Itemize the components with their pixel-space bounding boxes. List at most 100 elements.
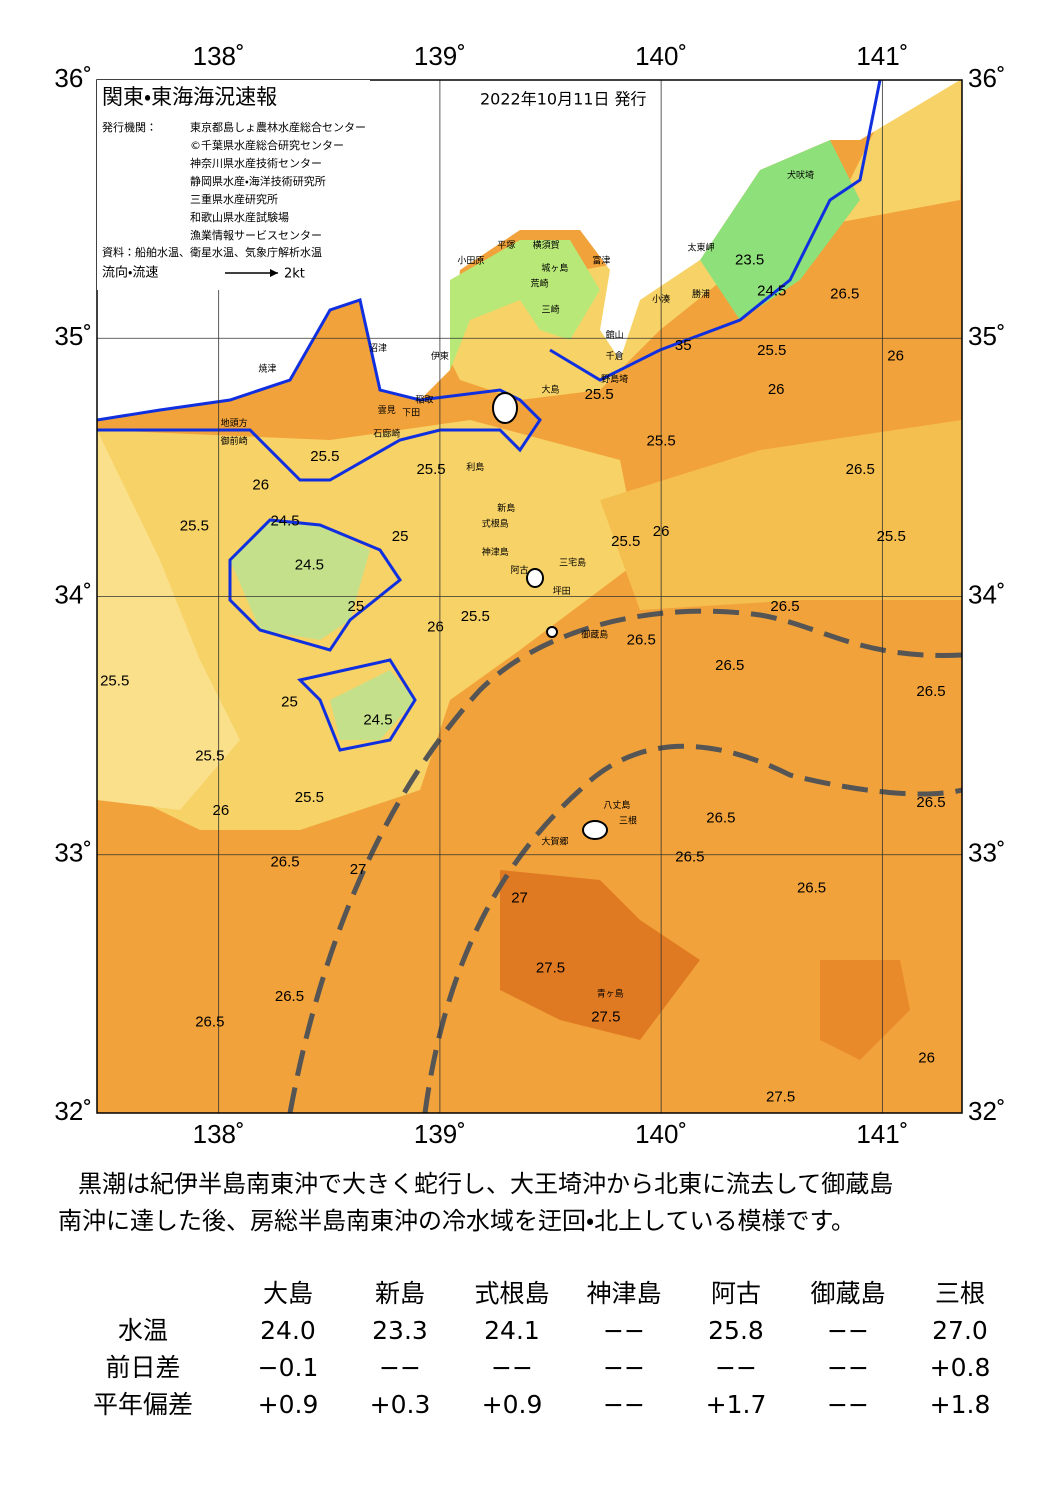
issuer: 神奈川県水産技術センター bbox=[190, 156, 322, 170]
lat-label-left: 33˚ bbox=[54, 838, 92, 868]
contour-label: 25 bbox=[392, 528, 409, 545]
contour-label: 26 bbox=[653, 523, 670, 540]
place-name: 三宅島 bbox=[559, 556, 586, 568]
table-cell: 23.3 bbox=[372, 1316, 428, 1345]
contour-label: 25.5 bbox=[100, 673, 129, 690]
lat-label-right: 33˚ bbox=[968, 838, 1006, 868]
table-cell: −− bbox=[603, 1390, 645, 1419]
place-name: 三根 bbox=[619, 815, 637, 827]
place-name: 雲見 bbox=[378, 405, 396, 416]
contour-label: 27 bbox=[350, 861, 367, 878]
sea-mid bbox=[600, 420, 962, 610]
contour-label: 26.5 bbox=[195, 1014, 224, 1031]
bay-green bbox=[450, 240, 600, 370]
lat-label-right: 35˚ bbox=[968, 321, 1006, 351]
place-name: 小湊 bbox=[652, 293, 670, 305]
isotherm-bold bbox=[549, 80, 882, 382]
sea-cold bbox=[700, 140, 860, 320]
issuer-list: 東京都島しょ農林水産総合センター ©千葉県水産総合研究センター神奈川県水産技術セン… bbox=[190, 120, 366, 242]
place-name: 平塚 bbox=[497, 240, 515, 251]
issuer: 東京都島しょ農林水産総合センター bbox=[190, 120, 366, 134]
map-title: 関東・東海海況速報 bbox=[102, 85, 277, 109]
table-cell: −− bbox=[827, 1316, 869, 1345]
contour-label: 26 bbox=[918, 1050, 935, 1067]
table-cell: 24.0 bbox=[260, 1316, 316, 1345]
contour-label: 25.5 bbox=[585, 386, 614, 403]
table-cell: 25.8 bbox=[708, 1316, 764, 1345]
row-label: 水温 bbox=[118, 1316, 168, 1345]
contour-label: 25 bbox=[347, 598, 364, 615]
isotherm-bold bbox=[297, 658, 417, 752]
lon-label-top: 138˚ bbox=[193, 41, 245, 71]
table-cell: +0.9 bbox=[482, 1390, 543, 1419]
row-label: 平年偏差 bbox=[93, 1390, 193, 1419]
place-name: 新島 bbox=[497, 502, 515, 514]
place-name: 荒崎 bbox=[530, 278, 548, 290]
contour-label: 24.5 bbox=[363, 711, 392, 728]
contour-label: 26.5 bbox=[846, 461, 875, 478]
legend-scale: 2kt bbox=[284, 267, 305, 282]
isotherm-bold bbox=[97, 298, 542, 482]
lon-label-bottom: 139˚ bbox=[414, 1119, 466, 1149]
map-labels: 26 25.5 24.5 24.5 25.5 25.5 25 25.5 26 25.5 25.5 26… bbox=[100, 169, 946, 1105]
sea-hot bbox=[500, 870, 700, 1040]
lat-label-left: 32˚ bbox=[54, 1096, 92, 1126]
contour-label: 26.5 bbox=[627, 631, 656, 648]
table-cell: +1.8 bbox=[930, 1390, 991, 1419]
table-header: 新島 bbox=[375, 1279, 425, 1308]
lon-label-bottom: 140˚ bbox=[635, 1119, 687, 1149]
table-header: 大島 bbox=[263, 1279, 313, 1308]
contour-label: 26.5 bbox=[270, 853, 299, 870]
contour-label: 26.5 bbox=[830, 285, 859, 302]
axis-labels: 138˚ 138˚ 139˚ 139˚ 140˚ 140˚ 141˚ 141˚ 36˚ 36˚ 35… bbox=[54, 41, 1005, 1149]
place-name: 御蔵島 bbox=[581, 629, 608, 641]
contour-label: 24.5 bbox=[295, 556, 324, 573]
issue-date: 2022年10月11日 発行 bbox=[480, 90, 647, 109]
lat-label-right: 34˚ bbox=[968, 579, 1006, 609]
table-header: 三根 bbox=[935, 1279, 985, 1308]
table-cell: +0.8 bbox=[930, 1353, 991, 1382]
contour-label: 35 bbox=[675, 337, 692, 354]
island bbox=[492, 392, 518, 424]
place-name: 小田原 bbox=[457, 255, 484, 266]
table-header: 式根島 bbox=[474, 1279, 549, 1308]
contour-label: 25.5 bbox=[611, 533, 640, 550]
table-cell: 24.1 bbox=[484, 1316, 540, 1345]
place-name: 沼津 bbox=[369, 343, 387, 354]
contour-label: 25.5 bbox=[757, 342, 786, 359]
place-name: 千倉 bbox=[606, 351, 624, 362]
place-name: 式根島 bbox=[482, 518, 509, 530]
island bbox=[582, 820, 608, 840]
lat-label-left: 36˚ bbox=[54, 63, 92, 93]
contour-label: 26.5 bbox=[706, 810, 735, 827]
contour-label: 26.5 bbox=[770, 598, 799, 615]
contour-label: 26 bbox=[768, 381, 785, 398]
issuer: 三重県水産研究所 bbox=[190, 192, 278, 206]
table-header: 御蔵島 bbox=[810, 1279, 885, 1308]
table-cell: −− bbox=[603, 1316, 645, 1345]
place-name: 焼津 bbox=[258, 364, 276, 375]
contour-label: 24.5 bbox=[270, 513, 299, 530]
lat-label-left: 35˚ bbox=[54, 321, 92, 351]
table-cell: 27.0 bbox=[932, 1316, 988, 1345]
legend-label: 流向・流速 bbox=[102, 265, 158, 281]
contour-label: 26.5 bbox=[797, 879, 826, 896]
sources: 資料：船舶水温、衛星水温、気象庁解析水温 bbox=[102, 245, 322, 259]
contour-label: 25.5 bbox=[195, 748, 224, 765]
contour-label: 26.5 bbox=[715, 657, 744, 674]
table-cell: −− bbox=[827, 1353, 869, 1382]
contour-label: 26 bbox=[427, 618, 444, 635]
place-name: 御前崎 bbox=[221, 435, 248, 447]
place-name: 三崎 bbox=[542, 303, 560, 315]
table-cell: −− bbox=[491, 1353, 533, 1382]
table-cell: −− bbox=[603, 1353, 645, 1382]
map-frame bbox=[96, 79, 963, 1114]
table-cell: −− bbox=[715, 1353, 757, 1382]
contour-label: 25 bbox=[281, 693, 298, 710]
contour-label: 27 bbox=[511, 890, 528, 907]
lat-label-right: 36˚ bbox=[968, 63, 1006, 93]
place-name: 犬吠埼 bbox=[787, 169, 814, 181]
contour-label: 27.5 bbox=[536, 959, 565, 976]
